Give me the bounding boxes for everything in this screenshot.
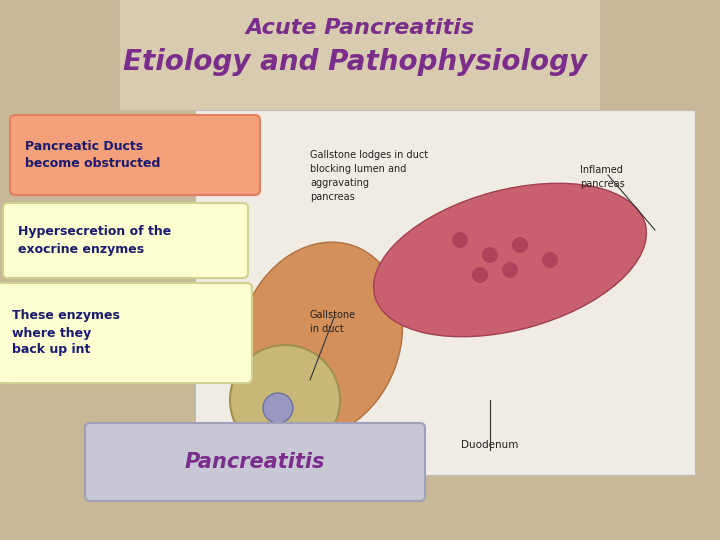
FancyBboxPatch shape <box>85 423 425 501</box>
Circle shape <box>452 232 468 248</box>
Text: Gallstone lodges in duct
blocking lumen and
aggravating
pancreas: Gallstone lodges in duct blocking lumen … <box>310 150 428 202</box>
Text: Acute Pancreatitis: Acute Pancreatitis <box>246 18 474 38</box>
FancyBboxPatch shape <box>3 203 248 278</box>
Ellipse shape <box>374 183 647 337</box>
Circle shape <box>472 267 488 283</box>
Text: Pancreatic Ducts
become obstructed: Pancreatic Ducts become obstructed <box>25 140 161 170</box>
Text: Etiology and Pathophysiology: Etiology and Pathophysiology <box>123 48 587 76</box>
FancyBboxPatch shape <box>0 283 252 383</box>
Text: Pancreatitis: Pancreatitis <box>185 452 325 472</box>
Text: Hypersecretion of the
exocrine enzymes: Hypersecretion of the exocrine enzymes <box>18 226 171 255</box>
Text: These enzymes
where they
back up int: These enzymes where they back up int <box>12 309 120 356</box>
Text: Gallstone
in duct: Gallstone in duct <box>310 310 356 334</box>
Ellipse shape <box>238 242 402 438</box>
FancyBboxPatch shape <box>10 115 260 195</box>
Circle shape <box>542 252 558 268</box>
Text: Inflamed
pancreas: Inflamed pancreas <box>580 165 625 189</box>
Circle shape <box>263 393 293 423</box>
Circle shape <box>230 345 340 455</box>
Circle shape <box>482 247 498 263</box>
Circle shape <box>512 237 528 253</box>
Circle shape <box>502 262 518 278</box>
Text: Duodenum: Duodenum <box>462 440 518 450</box>
Bar <box>120 0 600 110</box>
Bar <box>195 110 695 475</box>
